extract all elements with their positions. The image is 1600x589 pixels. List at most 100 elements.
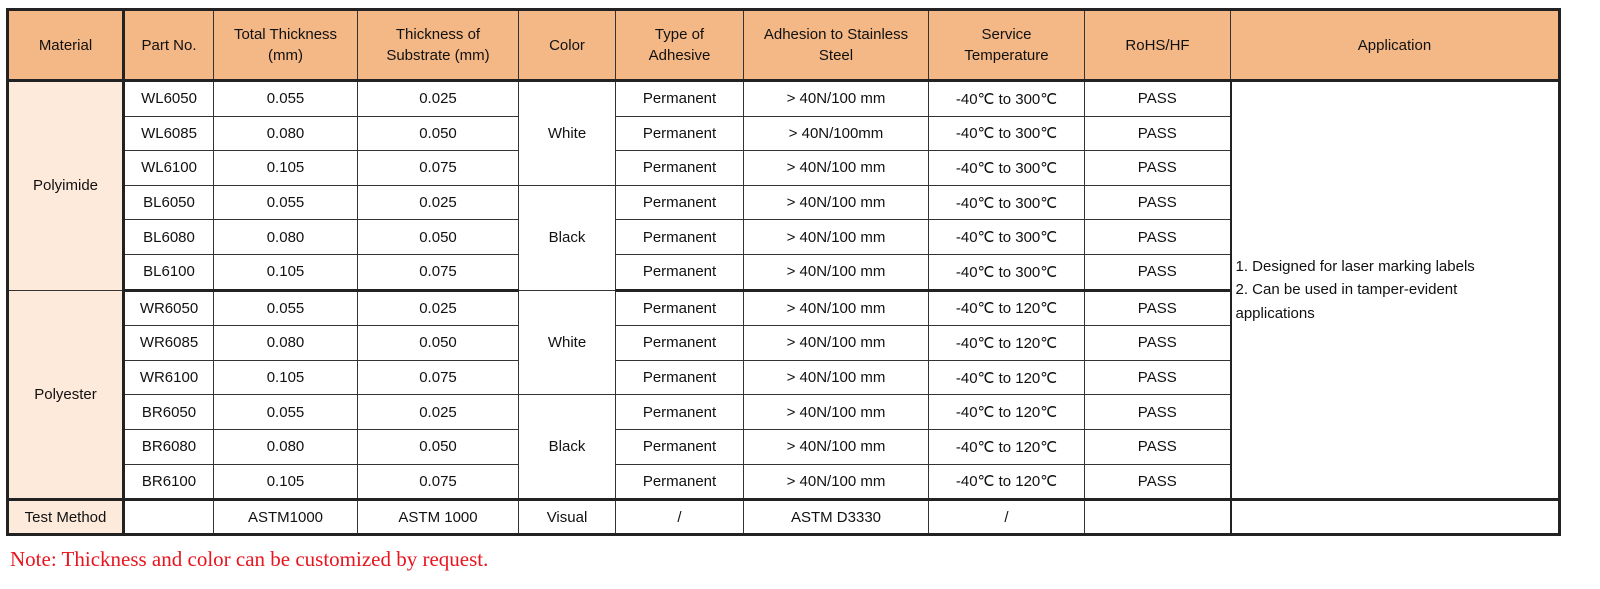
header-adhesion: Adhesion to Stainless Steel <box>743 9 929 82</box>
color-cell: Black <box>518 394 616 501</box>
test-method-substrate-thickness: ASTM 1000 <box>357 498 519 536</box>
table-row: BR6100 0.105 0.075 Permanent > 40N/100 mm -40… <box>8 463 1560 502</box>
table-row: BL6050 0.055 0.025 Black Permanent > 40N/100 … <box>8 184 1560 291</box>
rohs-cell: PASS <box>1084 150 1231 186</box>
service-temperature-cell: -40℃ to 300℃ <box>928 253 1085 292</box>
spec-table: Material Part No. Total Thickness (mm) Thick… <box>6 8 1561 537</box>
adhesive-type-cell: Permanent <box>615 359 744 396</box>
rohs-cell: PASS <box>1084 428 1231 465</box>
table-row: WL6085 0.080 0.050 Permanent > 40N/100mm -40℃… <box>8 115 1560 152</box>
application-cell: 1. Designed for laser marking labels 2. C… <box>1229 79 1560 501</box>
test-method-material: Test Method <box>7 498 125 536</box>
total-thickness-cell: 0.105 <box>213 463 358 502</box>
test-method-total-thickness: ASTM1000 <box>213 498 358 536</box>
substrate-thickness-cell: 0.050 <box>357 219 519 255</box>
rohs-cell: PASS <box>1084 394 1231 430</box>
rohs-cell: PASS <box>1084 184 1231 221</box>
adhesion-cell: > 40N/100 mm <box>743 428 929 465</box>
test-method-adhesive-type: / <box>615 498 744 536</box>
part-no-cell: BR6080 <box>123 428 214 465</box>
service-temperature-cell: -40℃ to 300℃ <box>928 219 1085 255</box>
substrate-thickness-cell: 0.025 <box>357 80 519 117</box>
substrate-thickness-cell: 0.025 <box>357 184 519 221</box>
header-part-no: Part No. <box>123 9 214 82</box>
part-no-cell: WR6100 <box>123 359 214 396</box>
substrate-thickness-cell: 0.075 <box>357 253 519 292</box>
total-thickness-cell: 0.080 <box>213 115 358 152</box>
service-temperature-cell: -40℃ to 300℃ <box>928 80 1085 117</box>
adhesion-cell: > 40N/100mm <box>743 115 929 152</box>
part-no-cell: BR6050 <box>123 394 214 430</box>
adhesive-type-cell: Permanent <box>615 150 744 186</box>
adhesion-cell: > 40N/100 mm <box>743 80 929 117</box>
application-line: applications <box>1235 304 1315 322</box>
rohs-cell: PASS <box>1084 463 1231 502</box>
header-adhesive-type: Type of Adhesive <box>615 9 744 82</box>
customization-note: Note: Thickness and color can be customi… <box>10 547 489 571</box>
header-material: Material <box>7 9 125 82</box>
total-thickness-cell: 0.080 <box>213 325 358 361</box>
substrate-thickness-cell: 0.075 <box>357 463 519 502</box>
part-no-cell: WL6050 <box>123 80 214 117</box>
header-rohs-hf: RoHS/HF <box>1084 9 1231 82</box>
substrate-thickness-cell: 0.025 <box>357 289 519 327</box>
table-row: Polyester WR6050 0.055 0.025 White Permanent >… <box>7 289 1560 501</box>
total-thickness-cell: 0.080 <box>213 219 358 255</box>
application-line: 1. Designed for laser marking labels <box>1235 257 1475 275</box>
substrate-thickness-cell: 0.050 <box>357 325 519 361</box>
total-thickness-cell: 0.105 <box>213 150 358 186</box>
total-thickness-cell: 0.105 <box>213 253 358 292</box>
substrate-thickness-cell: 0.075 <box>357 359 519 396</box>
total-thickness-cell: 0.055 <box>213 394 358 430</box>
adhesion-cell: > 40N/100 mm <box>743 463 929 502</box>
part-no-cell: WL6100 <box>123 150 214 186</box>
table-row: BL6080 0.080 0.050 Permanent > 40N/100 mm -40… <box>8 219 1560 255</box>
part-no-cell: WR6085 <box>123 325 214 361</box>
adhesive-type-cell: Permanent <box>615 253 744 292</box>
test-method-color: Visual <box>518 498 616 536</box>
adhesion-cell: > 40N/100 mm <box>743 289 929 327</box>
part-no-cell: WL6085 <box>123 115 214 152</box>
substrate-thickness-cell: 0.025 <box>357 394 519 430</box>
adhesion-cell: > 40N/100 mm <box>743 184 929 221</box>
service-temperature-cell: -40℃ to 120℃ <box>928 325 1085 361</box>
service-temperature-cell: -40℃ to 300℃ <box>928 115 1085 152</box>
adhesion-cell: > 40N/100 mm <box>743 150 929 186</box>
header-substrate-thickness: Thickness of Substrate (mm) <box>357 9 519 82</box>
adhesive-type-cell: Permanent <box>615 325 744 361</box>
adhesive-type-cell: Permanent <box>615 80 744 117</box>
service-temperature-cell: -40℃ to 120℃ <box>928 359 1085 396</box>
test-method-service-temperature: / <box>928 498 1085 536</box>
adhesion-cell: > 40N/100 mm <box>743 219 929 255</box>
color-cell: White <box>518 289 616 396</box>
adhesive-type-cell: Permanent <box>615 463 744 502</box>
table-row: WR6100 0.105 0.075 Permanent > 40N/100 mm -40… <box>8 359 1560 396</box>
part-no-cell: BL6050 <box>123 184 214 221</box>
adhesive-type-cell: Permanent <box>615 219 744 255</box>
table-row: Polyimide WL6050 0.055 0.025 White Permanent >… <box>7 79 1560 501</box>
test-method-row: Test Method ASTM1000 ASTM 1000 Visual / ASTM … <box>7 498 1560 536</box>
rohs-cell: PASS <box>1084 253 1231 292</box>
header-row: Material Part No. Total Thickness (mm) Thick… <box>7 9 1560 82</box>
header-application: Application <box>1230 9 1560 82</box>
total-thickness-cell: 0.105 <box>213 359 358 396</box>
test-method-part-no <box>123 498 214 536</box>
part-no-cell: BR6100 <box>123 463 214 502</box>
color-cell: Black <box>518 184 616 291</box>
application-line: 2. Can be used in tamper-evident <box>1235 281 1458 299</box>
adhesion-cell: > 40N/100 mm <box>743 325 929 361</box>
header-color: Color <box>518 9 616 82</box>
rohs-cell: PASS <box>1084 80 1231 117</box>
rohs-cell: PASS <box>1084 219 1231 255</box>
rohs-cell: PASS <box>1084 325 1231 361</box>
part-no-cell: WR6050 <box>123 289 214 327</box>
header-service-temperature: Service Temperature <box>928 9 1085 82</box>
service-temperature-cell: -40℃ to 300℃ <box>928 150 1085 186</box>
substrate-thickness-cell: 0.050 <box>357 428 519 465</box>
total-thickness-cell: 0.055 <box>213 80 358 117</box>
rohs-cell: PASS <box>1084 359 1231 396</box>
adhesion-cell: > 40N/100 mm <box>743 359 929 396</box>
rohs-cell: PASS <box>1084 289 1231 327</box>
total-thickness-cell: 0.055 <box>213 184 358 221</box>
service-temperature-cell: -40℃ to 300℃ <box>928 184 1085 221</box>
